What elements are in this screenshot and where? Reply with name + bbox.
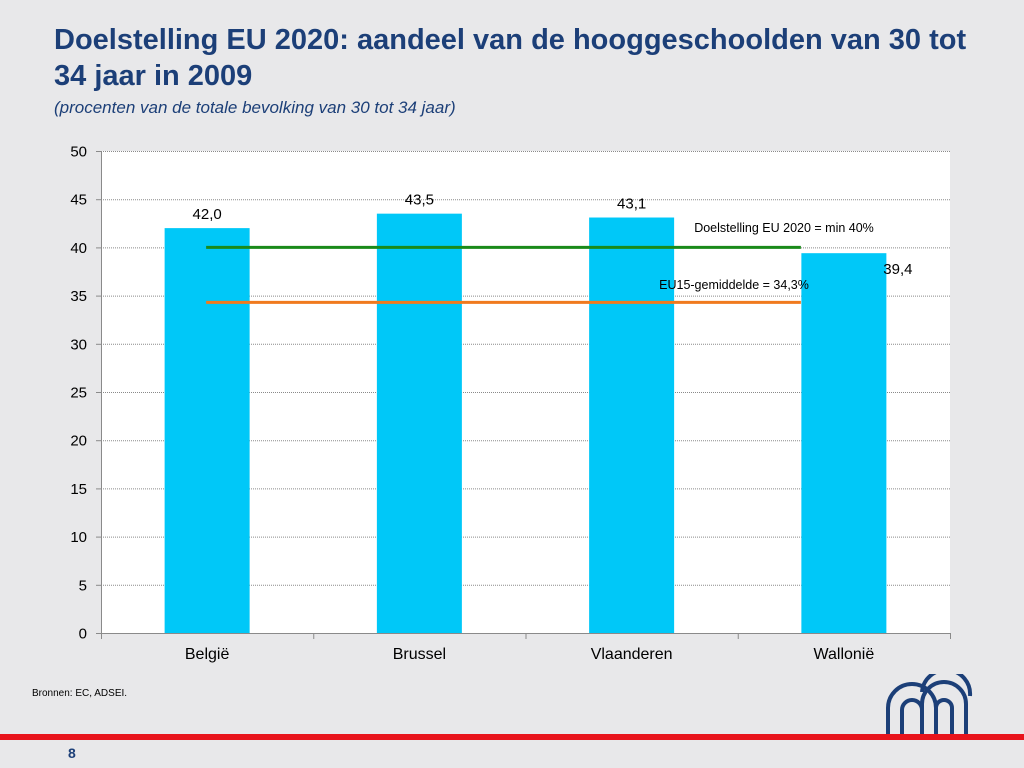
x-tick-label: België <box>185 646 230 663</box>
value-label: 43,5 <box>405 192 434 209</box>
source-note: Bronnen: EC, ADSEI. <box>32 688 128 699</box>
footer-rule <box>0 734 1024 740</box>
y-tick-label: 40 <box>70 240 87 257</box>
bar-chart: 0 5 10 15 20 25 30 35 40 45 50 België Brussel Vlaand… <box>70 144 951 663</box>
y-tick-label: 45 <box>70 192 87 209</box>
y-tick-label: 0 <box>79 626 87 643</box>
x-tick-label: Wallonië <box>813 646 874 663</box>
slide-title: Doelstelling EU 2020: aandeel van de hoo… <box>54 24 967 92</box>
y-tick-label: 25 <box>70 385 87 402</box>
reference-lines <box>206 245 801 304</box>
page-number: 8 <box>68 745 76 761</box>
reference-line-label: Doelstelling EU 2020 = min 40% <box>694 221 874 235</box>
axes: 0 5 10 15 20 25 30 35 40 45 50 <box>70 144 951 643</box>
labels: België Brussel Vlaanderen Wallonië 42,0 43,5 4… <box>185 192 913 663</box>
x-tick-label: Brussel <box>393 646 446 663</box>
institution-logo-icon <box>886 674 973 734</box>
value-label: 42,0 <box>193 206 222 223</box>
bar <box>589 217 675 634</box>
x-tick-label: Vlaanderen <box>591 646 673 663</box>
y-tick-label: 20 <box>70 433 87 450</box>
y-tick-label: 5 <box>79 577 87 594</box>
reference-line-label: EU15-gemiddelde = 34,3% <box>659 278 809 292</box>
slide-subtitle: (procenten van de totale bevolking van 3… <box>54 98 456 117</box>
y-tick-label: 35 <box>70 288 87 305</box>
y-tick-label: 10 <box>70 529 87 546</box>
y-tick-label: 30 <box>70 336 87 353</box>
bar <box>376 213 462 633</box>
y-tick-label: 15 <box>70 481 87 498</box>
bar <box>801 253 887 633</box>
value-label: 39,4 <box>883 261 912 278</box>
bar <box>164 228 250 633</box>
bars <box>164 213 887 634</box>
value-label: 43,1 <box>617 196 646 213</box>
y-tick-label: 50 <box>70 144 87 161</box>
